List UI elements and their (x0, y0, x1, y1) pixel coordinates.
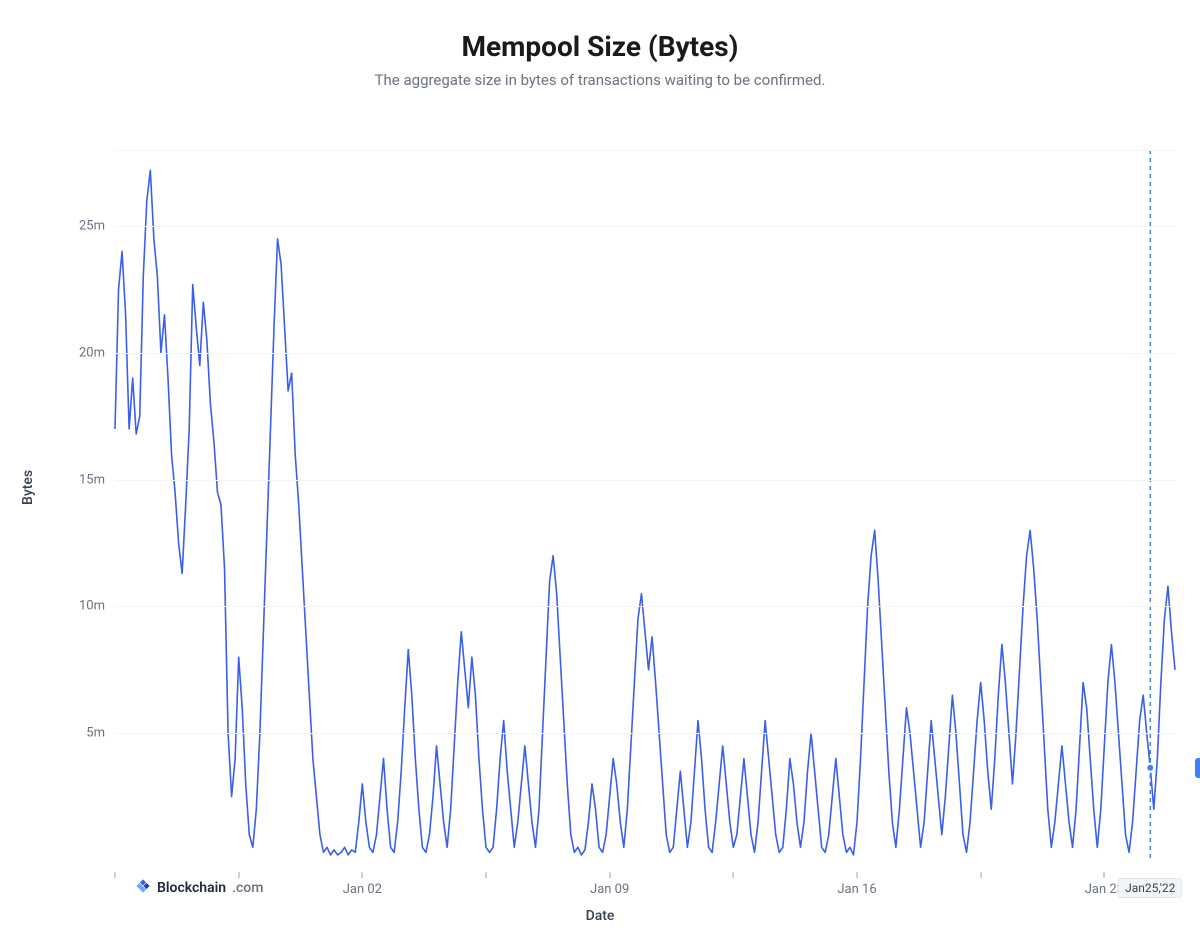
x-tick-mark (733, 872, 734, 878)
y-tick-label: 10m (79, 599, 105, 614)
gridline (115, 353, 1175, 354)
gridline (115, 606, 1175, 607)
y-tick-label: 15m (79, 472, 105, 487)
gridline (115, 150, 1175, 151)
watermark-suffix: .com (232, 880, 263, 896)
x-tick-mark (1104, 872, 1105, 878)
watermark: Blockchain .com (135, 878, 263, 898)
x-tick-label: Jan 09 (590, 882, 629, 897)
gridline (115, 480, 1175, 481)
chart-container: Mempool Size (Bytes) The aggregate size … (0, 30, 1200, 89)
y-tick-label: 5m (86, 726, 105, 741)
plot-area[interactable]: 5m10m15m20m25mJan 02Jan 09Jan 16Jan 233.… (115, 150, 1175, 860)
x-tick-label: Jan 16 (837, 882, 876, 897)
x-tick-mark (486, 872, 487, 878)
y-tick-label: 20m (79, 345, 105, 360)
y-axis-label: Bytes (20, 470, 36, 505)
tooltip-value: 3.636m (1195, 758, 1200, 778)
blockchain-logo-icon (135, 878, 151, 898)
tooltip-date: Jan25,'22 (1118, 878, 1182, 898)
chart-title: Mempool Size (Bytes) (0, 30, 1200, 63)
chart-subtitle: The aggregate size in bytes of transacti… (0, 71, 1200, 89)
x-tick-mark (609, 872, 610, 878)
x-tick-label: Jan 02 (343, 882, 382, 897)
crosshair-point (1146, 764, 1154, 772)
gridline (115, 226, 1175, 227)
gridline (115, 733, 1175, 734)
watermark-brand: Blockchain (157, 880, 226, 896)
x-tick-mark (362, 872, 363, 878)
series-line (115, 170, 1175, 855)
x-tick-mark (857, 872, 858, 878)
x-tick-mark (115, 872, 116, 878)
x-tick-mark (980, 872, 981, 878)
line-chart-svg (115, 150, 1175, 860)
x-axis-label: Date (586, 908, 615, 924)
y-tick-label: 25m (79, 219, 105, 234)
